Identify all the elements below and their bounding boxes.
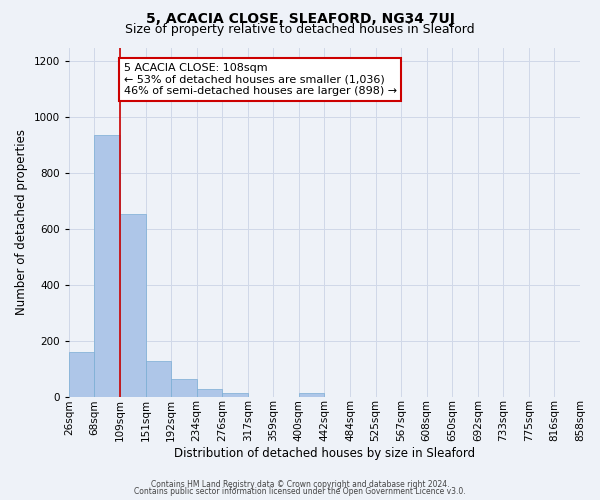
Text: Size of property relative to detached houses in Sleaford: Size of property relative to detached ho… <box>125 22 475 36</box>
Bar <box>299 392 325 396</box>
Bar <box>69 352 94 397</box>
X-axis label: Distribution of detached houses by size in Sleaford: Distribution of detached houses by size … <box>174 447 475 460</box>
Text: Contains HM Land Registry data © Crown copyright and database right 2024.: Contains HM Land Registry data © Crown c… <box>151 480 449 489</box>
Bar <box>197 388 222 396</box>
Text: 5, ACACIA CLOSE, SLEAFORD, NG34 7UJ: 5, ACACIA CLOSE, SLEAFORD, NG34 7UJ <box>146 12 454 26</box>
Bar <box>222 392 248 396</box>
Text: 5 ACACIA CLOSE: 108sqm
← 53% of detached houses are smaller (1,036)
46% of semi-: 5 ACACIA CLOSE: 108sqm ← 53% of detached… <box>124 63 397 96</box>
Bar <box>120 214 146 396</box>
Bar <box>146 361 171 396</box>
Bar <box>171 379 197 396</box>
Text: Contains public sector information licensed under the Open Government Licence v3: Contains public sector information licen… <box>134 488 466 496</box>
Bar <box>94 136 120 396</box>
Y-axis label: Number of detached properties: Number of detached properties <box>15 129 28 315</box>
